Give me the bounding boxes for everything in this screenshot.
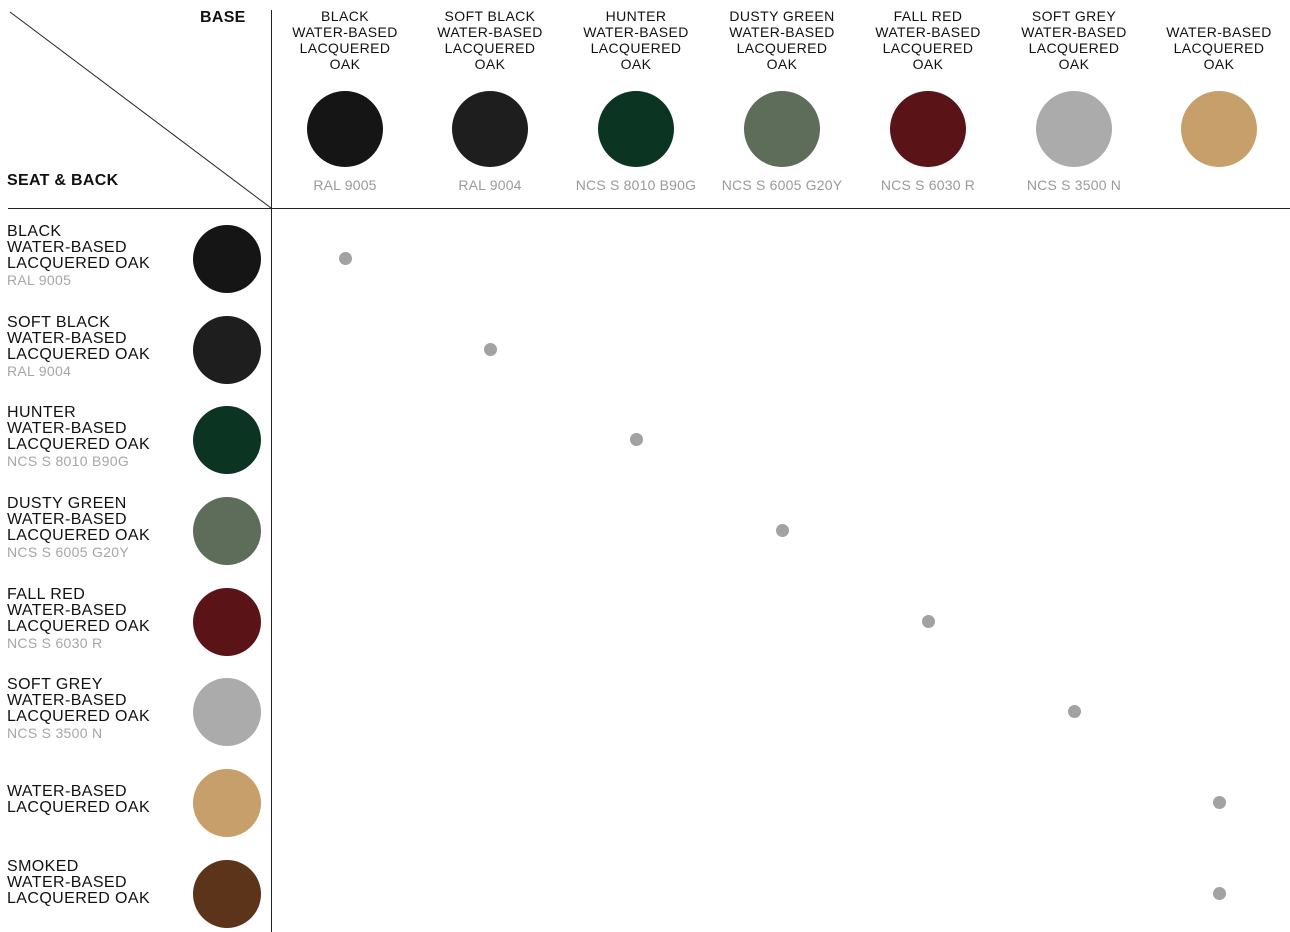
seat-back-color-swatch: [193, 678, 261, 746]
seat-back-color-swatch: [193, 769, 261, 837]
base-color-code: [1149, 177, 1289, 195]
base-color-swatch: [307, 91, 383, 167]
base-color-name: FALL RED WATER-BASED LACQUERED OAK: [875, 8, 981, 72]
availability-dot: [1212, 795, 1226, 809]
base-color-name: WATER-BASED LACQUERED OAK: [1166, 24, 1272, 72]
seat-back-row: SOFT GREY WATER-BASED LACQUERED OAK NCS S…: [7, 675, 267, 747]
seat-back-color-swatch: [193, 497, 261, 565]
seat-back-color-name: SMOKED WATER-BASED LACQUERED OAK: [7, 858, 151, 907]
seat-back-row: FALL RED WATER-BASED LACQUERED OAK NCS S …: [7, 585, 267, 657]
base-color-swatch: [1181, 91, 1257, 167]
availability-dot: [921, 614, 935, 628]
base-color-code: RAL 9004: [458, 177, 522, 193]
seat-back-axis-label: SEAT & BACK: [7, 172, 119, 189]
base-column: FALL RED WATER-BASED LACQUERED OAK NCS S …: [858, 8, 998, 195]
base-color-swatch: [598, 91, 674, 167]
seat-back-color-swatch: [193, 406, 261, 474]
seat-back-color-swatch: [193, 316, 261, 384]
base-column: SOFT GREY WATER-BASED LACQUERED OAK NCS S…: [1004, 8, 1144, 195]
base-column: SOFT BLACK WATER-BASED LACQUERED OAK RAL …: [420, 8, 560, 195]
seat-back-color-name: SOFT BLACK WATER-BASED LACQUERED OAK: [7, 314, 151, 363]
seat-back-color-code: RAL 9004: [7, 363, 72, 379]
base-color-swatch: [890, 91, 966, 167]
seat-back-color-code: NCS S 6030 R: [7, 635, 103, 651]
base-color-name: SOFT GREY WATER-BASED LACQUERED OAK: [1021, 8, 1127, 72]
seat-back-color-name: WATER-BASED LACQUERED OAK: [7, 783, 151, 816]
header-diagonal-divider: [9, 11, 272, 209]
seat-back-color-code: NCS S 8010 B90G: [7, 453, 130, 469]
seat-back-row: BLACK WATER-BASED LACQUERED OAK RAL 9005: [7, 222, 267, 294]
availability-dot: [1067, 704, 1081, 718]
seat-back-row: SMOKED WATER-BASED LACQUERED OAK: [7, 857, 267, 929]
seat-back-color-code: RAL 9005: [7, 272, 72, 288]
base-color-name: SOFT BLACK WATER-BASED LACQUERED OAK: [437, 8, 543, 72]
base-column: BLACK WATER-BASED LACQUERED OAK RAL 9005: [275, 8, 415, 195]
horizontal-divider: [8, 208, 1290, 209]
base-column: WATER-BASED LACQUERED OAK: [1149, 8, 1289, 195]
seat-back-color-name: BLACK WATER-BASED LACQUERED OAK: [7, 223, 151, 272]
availability-dot: [775, 523, 789, 537]
seat-back-color-name: DUSTY GREEN WATER-BASED LACQUERED OAK: [7, 495, 151, 544]
base-color-name: HUNTER WATER-BASED LACQUERED OAK: [583, 8, 689, 72]
availability-dot: [1212, 886, 1226, 900]
availability-dot: [483, 342, 497, 356]
base-color-code: NCS S 8010 B90G: [575, 177, 697, 193]
base-color-code: NCS S 3500 N: [1026, 177, 1122, 193]
seat-back-row: HUNTER WATER-BASED LACQUERED OAK NCS S 80…: [7, 403, 267, 475]
seat-back-color-swatch: [193, 588, 261, 656]
availability-dot: [338, 251, 352, 265]
seat-back-color-swatch: [193, 860, 261, 928]
seat-back-color-swatch: [193, 225, 261, 293]
availability-dot: [629, 432, 643, 446]
base-column: DUSTY GREEN WATER-BASED LACQUERED OAK NCS…: [712, 8, 852, 195]
base-color-swatch: [744, 91, 820, 167]
base-column: HUNTER WATER-BASED LACQUERED OAK NCS S 80…: [566, 8, 706, 195]
seat-back-row: SOFT BLACK WATER-BASED LACQUERED OAK RAL …: [7, 313, 267, 385]
base-color-name: DUSTY GREEN WATER-BASED LACQUERED OAK: [729, 8, 835, 72]
seat-back-color-name: HUNTER WATER-BASED LACQUERED OAK: [7, 404, 151, 453]
base-color-code: NCS S 6030 R: [880, 177, 976, 193]
seat-back-color-code: NCS S 3500 N: [7, 725, 103, 741]
base-color-code: NCS S 6005 G20Y: [721, 177, 843, 193]
base-color-swatch: [452, 91, 528, 167]
vertical-divider: [271, 10, 272, 932]
base-axis-label: BASE: [200, 9, 246, 26]
seat-back-row: WATER-BASED LACQUERED OAK: [7, 766, 267, 838]
seat-back-row: DUSTY GREEN WATER-BASED LACQUERED OAK NCS…: [7, 494, 267, 566]
seat-back-color-name: SOFT GREY WATER-BASED LACQUERED OAK: [7, 676, 151, 725]
base-color-code: RAL 9005: [313, 177, 377, 193]
seat-back-color-name: FALL RED WATER-BASED LACQUERED OAK: [7, 586, 151, 635]
base-color-swatch: [1036, 91, 1112, 167]
seat-back-color-code: NCS S 6005 G20Y: [7, 544, 130, 560]
base-color-name: BLACK WATER-BASED LACQUERED OAK: [292, 8, 398, 72]
